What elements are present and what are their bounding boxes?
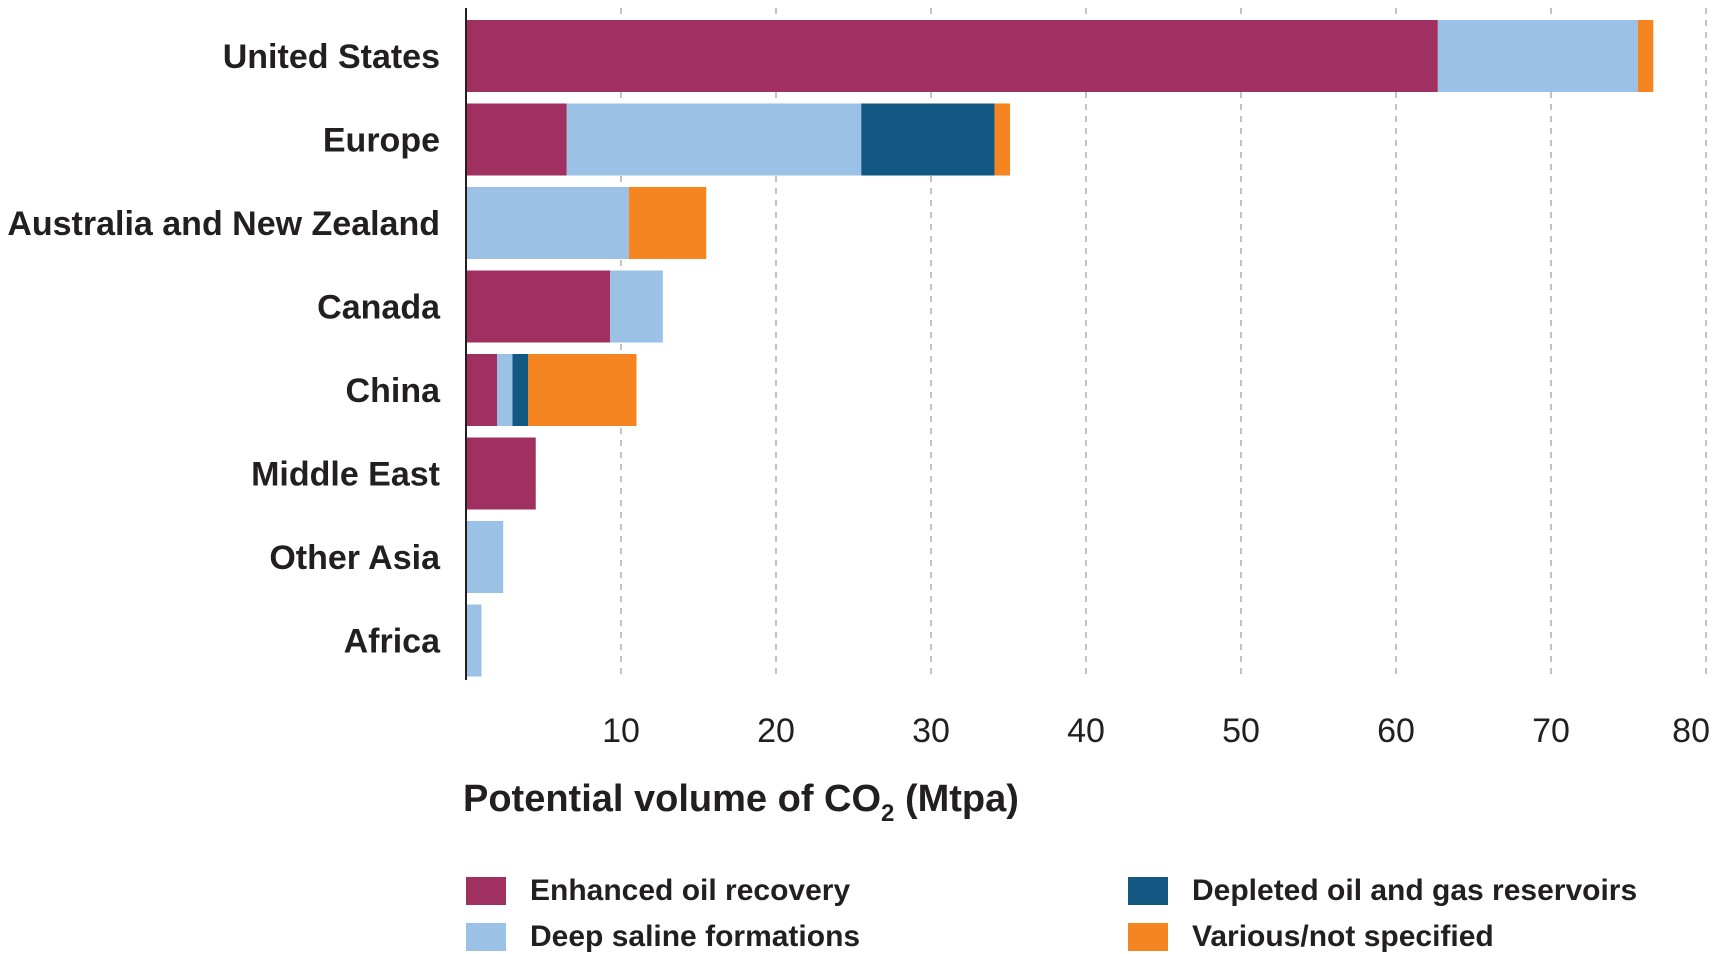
x-tick-label: 50 — [1222, 712, 1260, 750]
bar-segment — [528, 354, 637, 426]
legend-swatch — [466, 877, 506, 905]
x-tick-label: 60 — [1377, 712, 1415, 750]
x-tick-label: 80 — [1672, 712, 1710, 750]
legend: Enhanced oil recovery Deep saline format… — [466, 874, 1686, 954]
legend-label: Various/not specified — [1192, 920, 1494, 953]
bar-segment — [466, 20, 1438, 92]
category-label: Africa — [344, 623, 441, 661]
bar-segment — [497, 354, 513, 426]
legend-label: Enhanced oil recovery — [530, 874, 851, 907]
legend-item-depleted-reservoirs: Depleted oil and gas reservoirs — [1128, 874, 1637, 908]
category-label: Middle East — [251, 456, 440, 494]
bar-segment — [1437, 20, 1638, 92]
bar-segment — [566, 103, 862, 176]
x-axis-title-main: Potential volume of CO — [463, 778, 882, 820]
category-labels: United States Europe Australia and New Zea… — [7, 38, 441, 661]
x-tick-label: 20 — [757, 712, 795, 750]
x-tick-label: 30 — [912, 712, 950, 750]
x-tick-label: 10 — [602, 712, 640, 750]
x-axis-title: Potential volume of CO2 (Mtpa) — [463, 778, 1019, 828]
bar-segment — [466, 354, 497, 426]
bar-segment — [466, 270, 611, 343]
x-tick-label: 40 — [1067, 712, 1105, 750]
category-label: Europe — [323, 122, 440, 160]
x-tick-label: 70 — [1532, 712, 1570, 750]
bar-segment — [466, 604, 482, 677]
bar-segment — [466, 187, 629, 259]
legend-item-enhanced-oil-recovery: Enhanced oil recovery — [466, 874, 850, 908]
legend-swatch — [1128, 877, 1168, 905]
legend-swatch — [466, 923, 506, 951]
category-label: Australia and New Zealand — [7, 205, 440, 243]
category-label: United States — [223, 38, 440, 76]
legend-swatch — [1128, 923, 1168, 951]
x-tick-labels: 10 20 30 40 50 60 70 80 — [602, 712, 1710, 750]
bar-segment — [466, 103, 567, 176]
bar-segment — [466, 437, 536, 510]
category-label: China — [346, 372, 442, 410]
bar-segment — [861, 103, 995, 176]
chart-svg: United States Europe Australia and New Zea… — [7, 8, 1710, 750]
bar-segment — [512, 354, 528, 426]
x-axis-title-subscript: 2 — [881, 800, 895, 827]
bar-segment — [628, 187, 707, 259]
bar-segment — [994, 103, 1011, 176]
legend-label: Deep saline formations — [530, 920, 861, 953]
legend-label: Depleted oil and gas reservoirs — [1192, 874, 1638, 907]
category-label: Other Asia — [269, 539, 441, 577]
bar-segment — [466, 521, 504, 593]
bar-segment — [610, 270, 663, 343]
x-axis-title-unit: (Mtpa) — [894, 778, 1019, 820]
legend-item-deep-saline-formations: Deep saline formations — [466, 920, 860, 954]
bar-segment — [1637, 20, 1654, 92]
bars-group — [466, 20, 1654, 677]
legend-item-various-not-specified: Various/not specified — [1128, 920, 1494, 954]
category-label: Canada — [317, 289, 441, 327]
